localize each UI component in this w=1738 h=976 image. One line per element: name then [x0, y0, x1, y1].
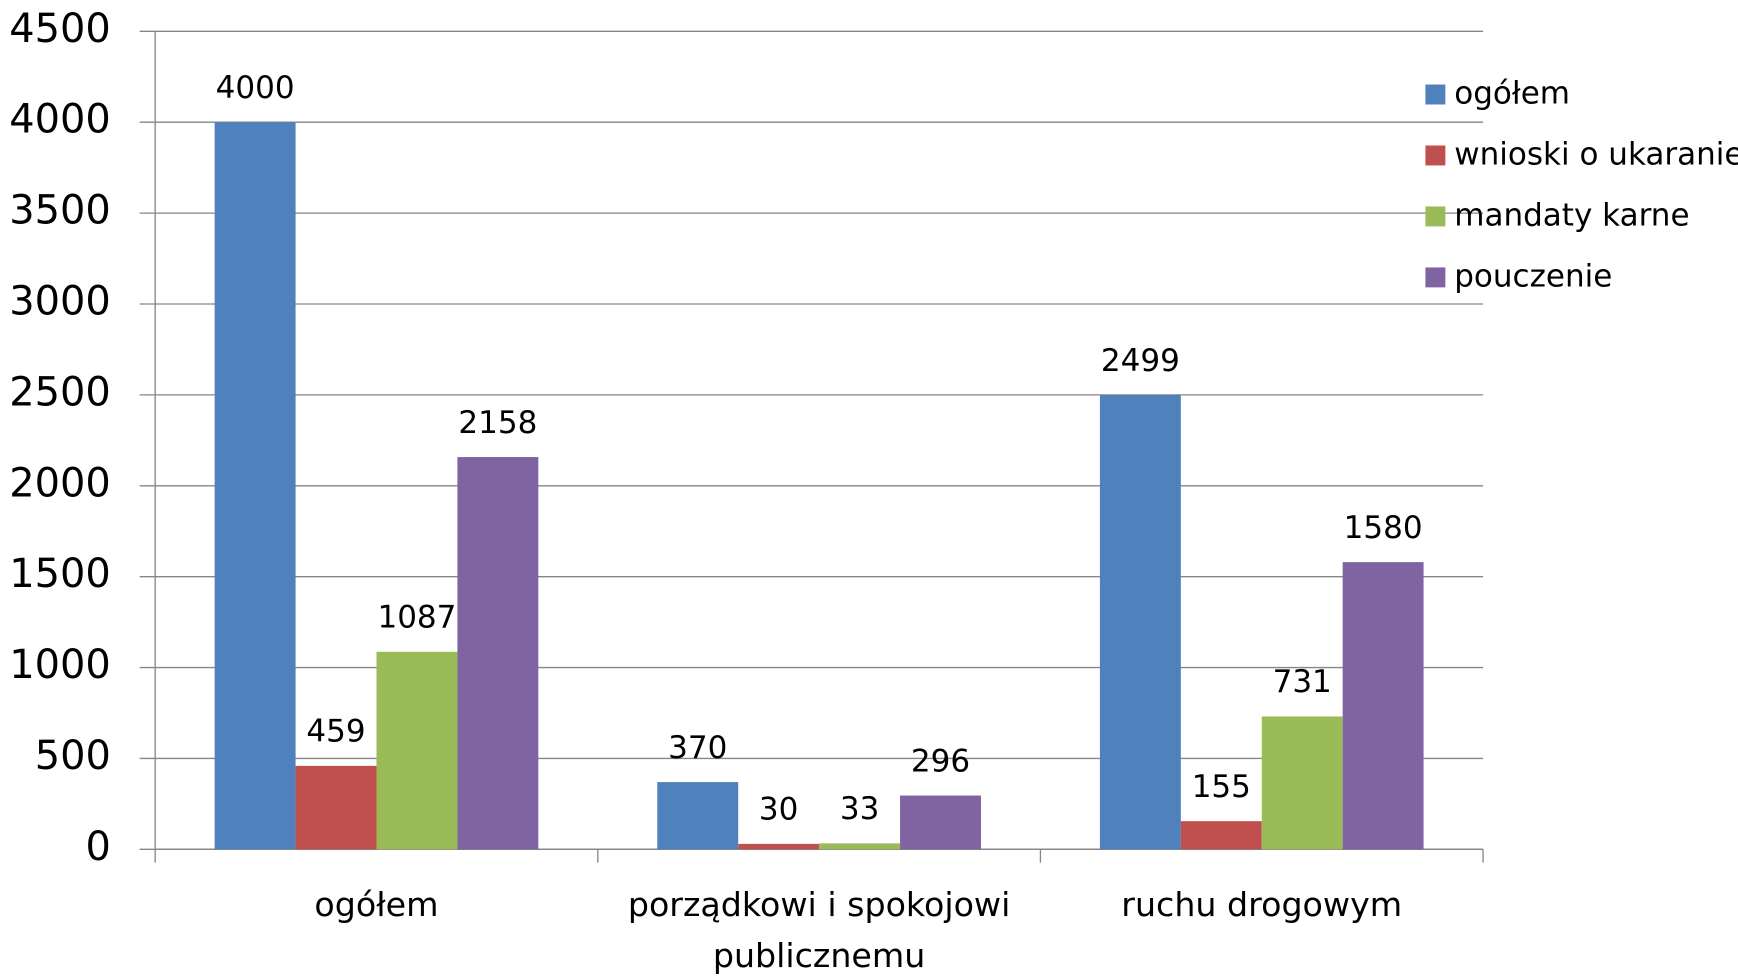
legend-swatch — [1425, 84, 1446, 105]
bar — [1261, 716, 1343, 850]
bar — [819, 843, 901, 850]
value-label: 296 — [911, 743, 970, 779]
value-label: 731 — [1273, 664, 1332, 700]
value-label: 2158 — [458, 405, 537, 441]
value-label: 4000 — [216, 70, 295, 106]
value-label: 33 — [840, 791, 879, 827]
legend-label: mandaty karne — [1454, 197, 1689, 233]
legend-swatch — [1425, 145, 1446, 166]
legend-label: wnioski o ukaranie — [1454, 136, 1738, 172]
x-tick-label-box: porządkowi i spokojowi publicznemu — [627, 885, 1011, 976]
y-tick-label: 0 — [85, 824, 110, 870]
legend-label: ogółem — [1454, 76, 1570, 112]
bar — [900, 795, 981, 850]
bar — [1342, 562, 1424, 850]
legend-label: pouczenie — [1454, 258, 1612, 294]
legend-swatch — [1425, 206, 1446, 227]
x-tick-label-box: ogółem — [314, 885, 439, 925]
y-tick-label: 500 — [35, 733, 111, 779]
x-tick-label: ogółem — [314, 885, 439, 925]
value-label: 1580 — [1344, 510, 1423, 546]
y-tick-label: 2500 — [9, 369, 111, 415]
value-label: 155 — [1192, 769, 1251, 805]
value-label: 459 — [306, 714, 365, 750]
y-tick-label: 4500 — [9, 6, 111, 52]
bar — [657, 782, 739, 850]
y-tick-label: 2000 — [9, 460, 111, 506]
y-tick-label: 3500 — [9, 188, 111, 234]
x-tick-label-box: ruchu drogowym — [1121, 885, 1403, 925]
y-tick-label: 4000 — [9, 97, 111, 143]
x-tick-label: porządkowi i spokojowi publicznemu — [627, 885, 1011, 976]
bar — [738, 843, 820, 850]
value-label: 370 — [668, 730, 727, 766]
bar — [1099, 395, 1181, 850]
y-tick-label: 3000 — [9, 279, 111, 325]
bar — [1180, 821, 1262, 850]
legend-swatch — [1425, 267, 1446, 288]
bar — [376, 651, 458, 850]
bar — [214, 122, 296, 850]
value-label: 2499 — [1101, 343, 1180, 379]
value-label: 30 — [759, 792, 798, 828]
bar — [295, 765, 377, 850]
value-label: 1087 — [377, 599, 456, 635]
y-tick-label: 1000 — [9, 642, 111, 688]
bar — [457, 457, 539, 850]
x-tick-label: ruchu drogowym — [1121, 885, 1403, 925]
y-tick-label: 1500 — [9, 551, 111, 597]
